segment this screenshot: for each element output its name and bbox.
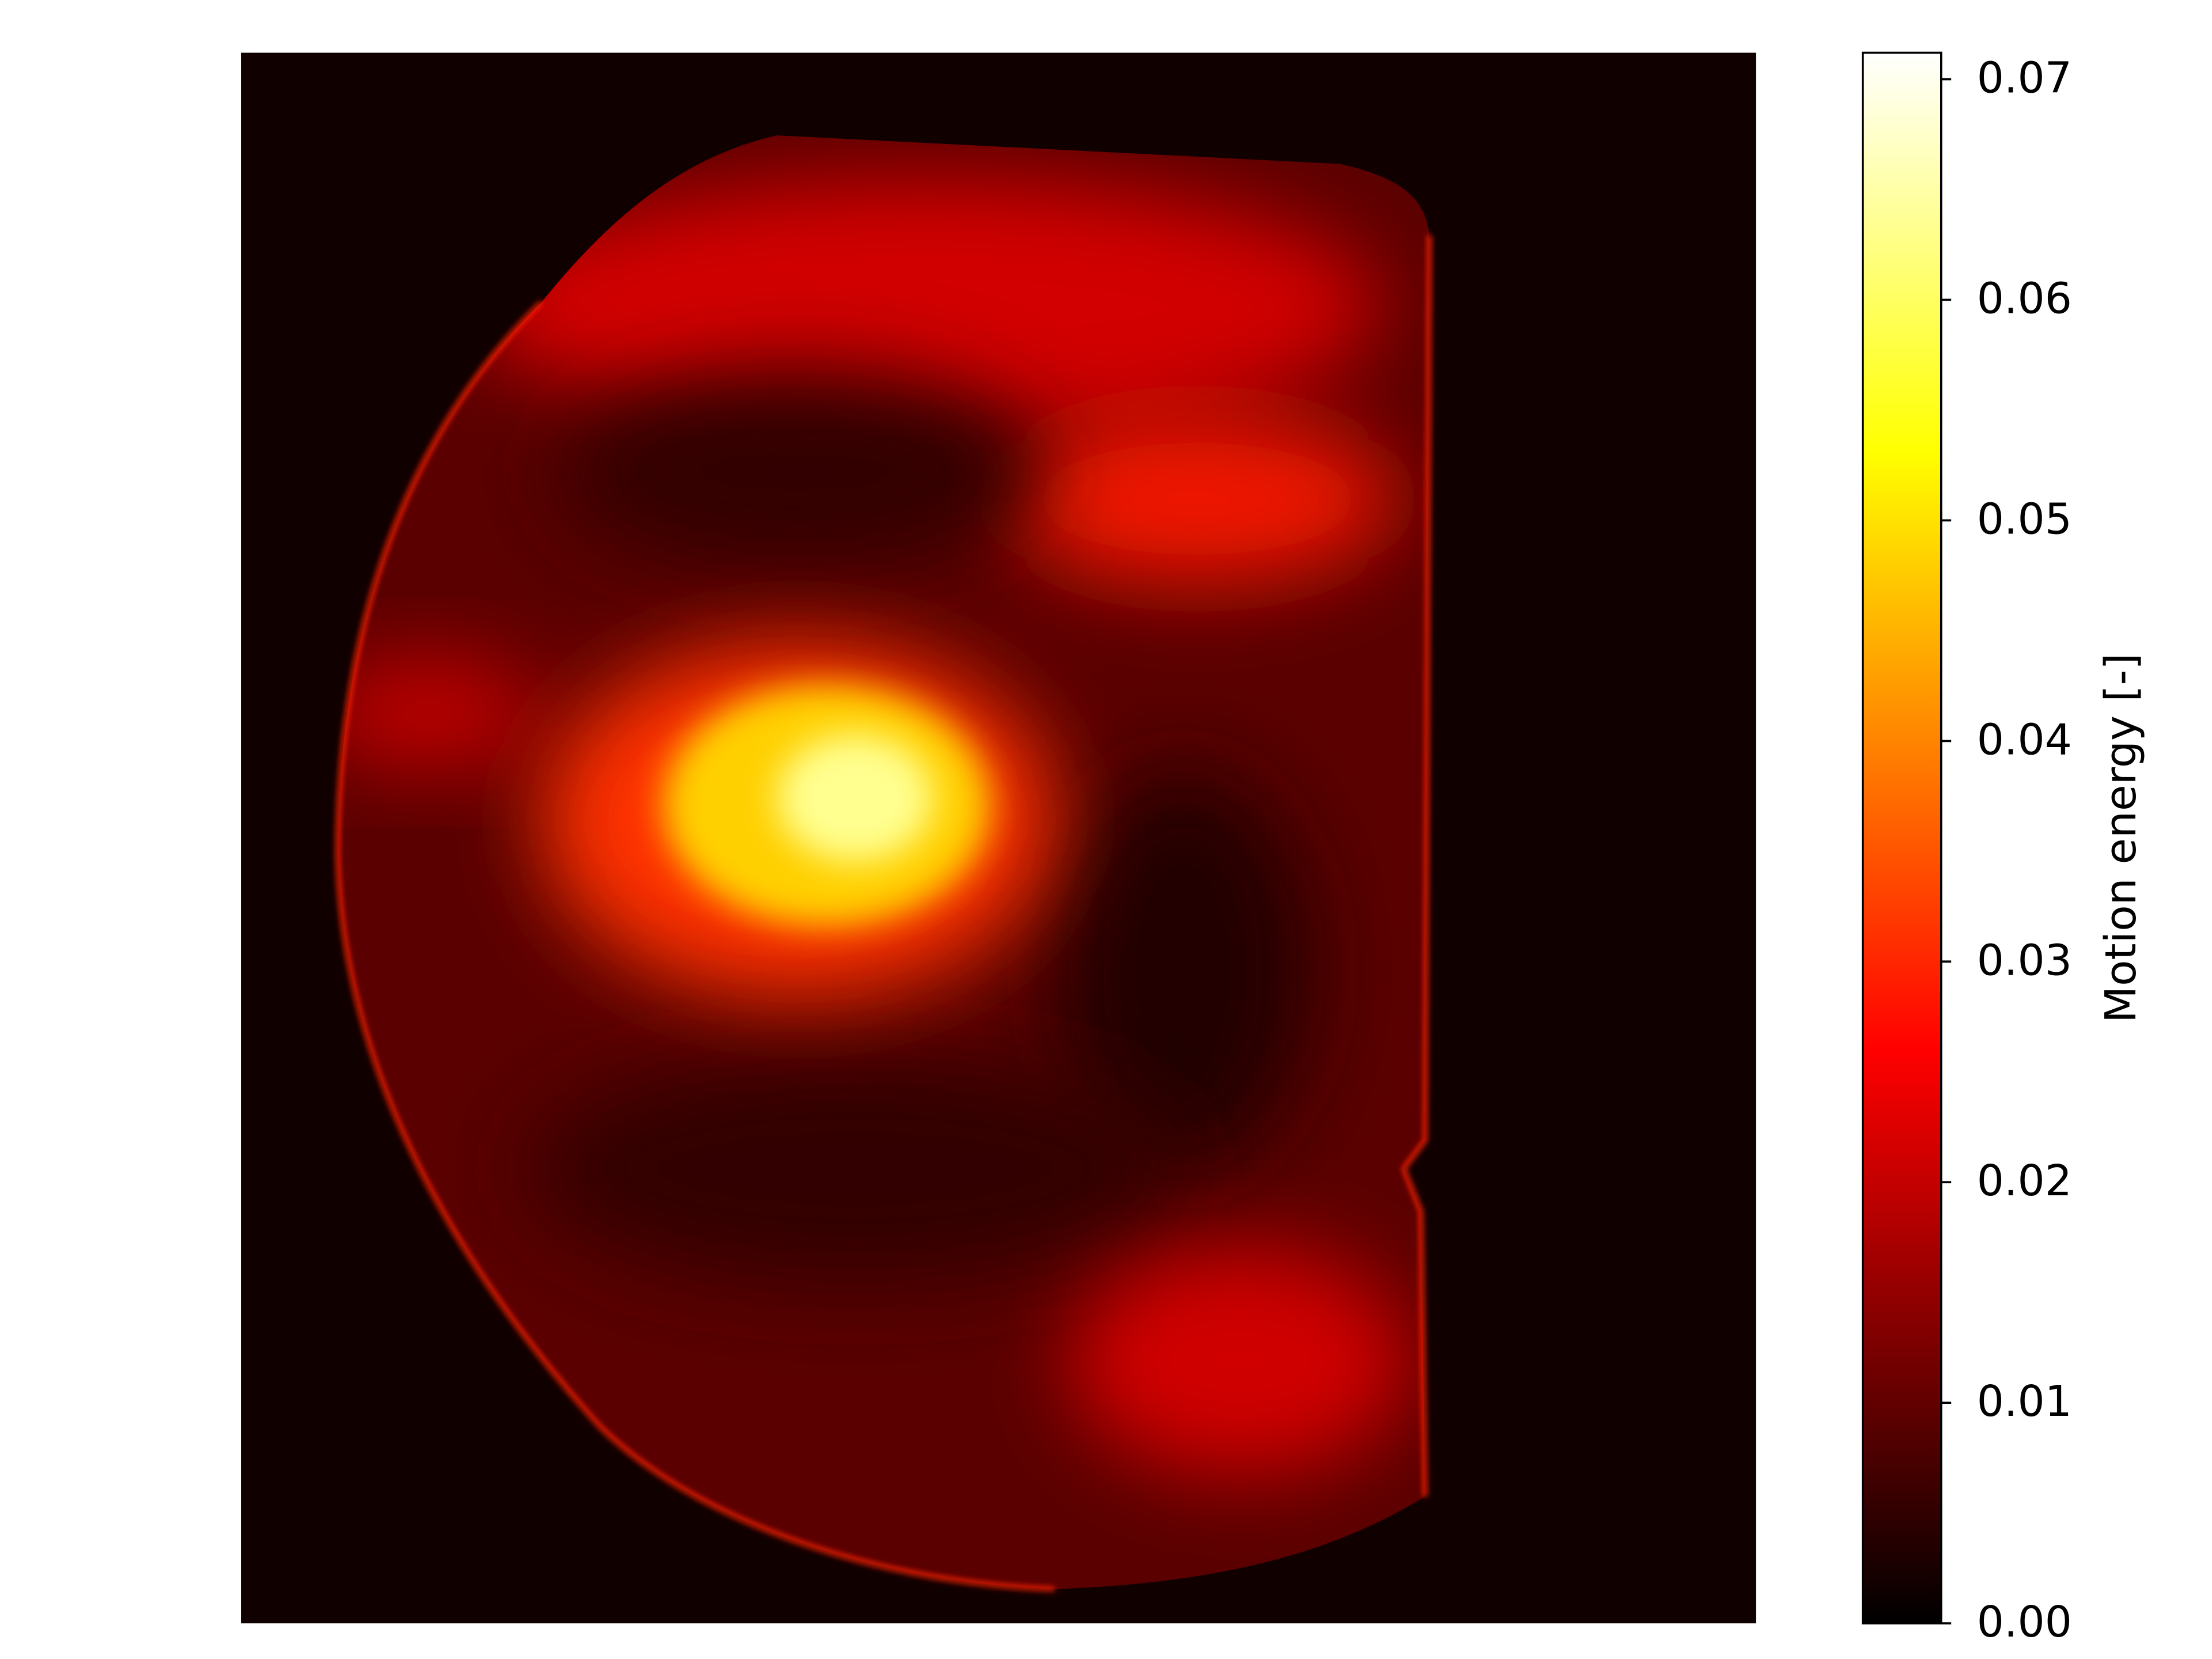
colorbar-tick-label: 0.03 bbox=[1977, 935, 2072, 985]
colorbar-fill bbox=[1861, 51, 1942, 1624]
colorbar-tick-label: 0.00 bbox=[1977, 1597, 2072, 1647]
heatmap-image bbox=[338, 135, 1430, 1589]
colorbar-label: Motion energy [-] bbox=[2096, 653, 2146, 1023]
specimen-edge bbox=[335, 235, 1432, 1592]
colorbar-tick-label: 0.07 bbox=[1977, 52, 2072, 103]
plot-area bbox=[241, 52, 1756, 1624]
colorbar-tick-label: 0.05 bbox=[1977, 494, 2072, 544]
colorbar: 0.00 0.01 0.02 0.03 0.04 0.05 0.06 0.07 Motion e… bbox=[1861, 51, 2146, 1647]
colorbar-tick-label: 0.04 bbox=[1977, 714, 2072, 764]
colorbar-tick-label: 0.02 bbox=[1977, 1156, 2072, 1206]
colorbar-tick-label: 0.01 bbox=[1977, 1376, 2072, 1426]
colorbar-tick-label: 0.06 bbox=[1977, 273, 2072, 323]
